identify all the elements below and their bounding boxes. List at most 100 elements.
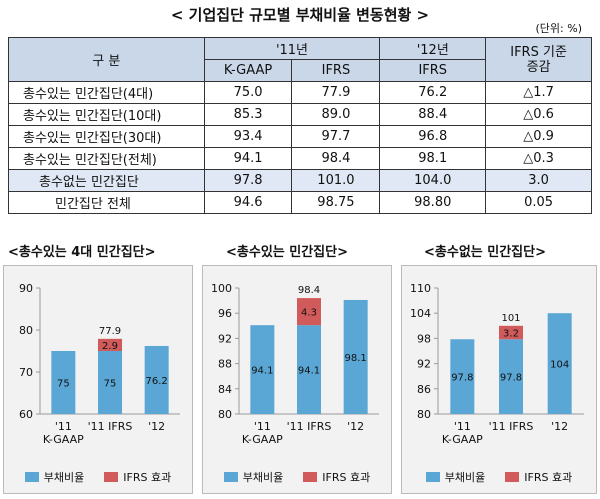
debt-ratio-table: 구 분 '11년 '12년 IFRS 기준 증감 K-GAAP IFRS IFR… bbox=[8, 37, 592, 214]
bar-value-label: 94.1 bbox=[298, 366, 320, 377]
legend-swatch-base bbox=[425, 472, 440, 482]
bar-value-label: 104 bbox=[550, 360, 569, 371]
legend-label-effect: IFRS 효과 bbox=[524, 471, 573, 484]
bar-effect bbox=[499, 325, 523, 340]
subheader-ifrs-2012: IFRS bbox=[379, 59, 487, 82]
bar-base bbox=[51, 351, 76, 414]
cell-ifrs-2012: 98.1 bbox=[379, 147, 487, 170]
x-tick-label: '12 bbox=[551, 420, 568, 433]
x-tick-label: '11 bbox=[454, 420, 471, 433]
x-tick-label: '11 IFRS bbox=[88, 420, 133, 433]
row-label: 총수있는 민간집단(4대) bbox=[8, 81, 205, 104]
chart-title-owned: <총수있는 민간집단> bbox=[226, 245, 348, 260]
cell-kgaap: 97.8 bbox=[203, 169, 293, 192]
row-label: 총수없는 민간집단 bbox=[8, 169, 205, 192]
x-tick-label: '11 IFRS bbox=[287, 420, 332, 433]
cell-ifrs-2012: 98.80 bbox=[379, 191, 487, 214]
header-2011: '11년 bbox=[203, 37, 381, 60]
y-tick-label: 96 bbox=[218, 307, 232, 320]
bar-base bbox=[144, 345, 169, 414]
cell-kgaap: 85.3 bbox=[203, 103, 293, 126]
subheader-kgaap: K-GAAP bbox=[203, 59, 293, 82]
y-tick-label: 98 bbox=[417, 332, 431, 345]
header-change: IFRS 기준 증감 bbox=[485, 37, 592, 82]
y-tick-label: 88 bbox=[218, 358, 232, 371]
cell-change: △0.3 bbox=[485, 147, 592, 170]
table-row: 총수있는 민간집단(전체) 94.1 98.4 98.1 △0.3 bbox=[8, 147, 592, 170]
bar-base bbox=[250, 325, 275, 414]
bar-effect-label: 4.3 bbox=[301, 308, 317, 319]
legend-swatch-effect bbox=[303, 472, 318, 482]
row-label: 민간집단 전체 bbox=[8, 191, 205, 214]
y-tick-label: 86 bbox=[417, 383, 431, 396]
y-tick-label: 80 bbox=[218, 408, 232, 421]
bar-effect-label: 2.9 bbox=[102, 341, 118, 352]
legend-swatch-base bbox=[24, 472, 39, 482]
bar-value-label: 75 bbox=[104, 379, 117, 390]
bar-total-label: 77.9 bbox=[99, 326, 121, 337]
cell-ifrs-2011: 97.7 bbox=[291, 125, 381, 148]
bar-total-label: 98.4 bbox=[298, 285, 320, 296]
cell-kgaap: 94.1 bbox=[203, 147, 293, 170]
cell-ifrs-2012: 88.4 bbox=[379, 103, 487, 126]
legend-label-base: 부채비율 bbox=[242, 471, 284, 484]
y-tick-label: 90 bbox=[19, 282, 33, 295]
x-tick-label: '11 bbox=[254, 420, 271, 433]
y-tick-label: 92 bbox=[417, 358, 431, 371]
cell-ifrs-2012: 96.8 bbox=[379, 125, 487, 148]
x-tick-label: '12 bbox=[347, 420, 364, 433]
cell-ifrs-2011: 98.4 bbox=[291, 147, 381, 170]
y-tick-label: 92 bbox=[218, 332, 232, 345]
chart-legend: 부채비율 IFRS 효과 bbox=[4, 469, 192, 485]
row-label: 총수있는 민간집단(30대) bbox=[8, 125, 205, 148]
chart-legend: 부채비율 IFRS 효과 bbox=[402, 469, 596, 485]
bar-effect bbox=[98, 338, 122, 351]
bar-base bbox=[450, 339, 475, 414]
y-tick-label: 100 bbox=[211, 282, 232, 295]
chart-title-nonowned: <총수없는 민간집단> bbox=[424, 245, 546, 260]
bar-total-label: 101 bbox=[501, 313, 520, 324]
chart-panel-owned: 80 84 88 92 96 100 94.1 '11 K-GAAP 94.1 4.3 98.4 '11… bbox=[202, 265, 392, 494]
page-title: < 기업집단 규모별 부채비율 변동현황 > bbox=[170, 6, 430, 24]
bar-base bbox=[547, 313, 572, 414]
cell-ifrs-2011: 101.0 bbox=[291, 169, 381, 192]
bar-base bbox=[499, 339, 523, 414]
cell-ifrs-2011: 98.75 bbox=[291, 191, 381, 214]
cell-change: △0.6 bbox=[485, 103, 592, 126]
cell-kgaap: 93.4 bbox=[203, 125, 293, 148]
bar-effect bbox=[297, 298, 321, 326]
table-row: 민간집단 전체 94.6 98.75 98.80 0.05 bbox=[8, 191, 592, 214]
bar-base bbox=[297, 325, 321, 414]
bar-base bbox=[343, 299, 368, 414]
cell-change: △0.9 bbox=[485, 125, 592, 148]
cell-ifrs-2012: 104.0 bbox=[379, 169, 487, 192]
x-tick-label: K-GAAP bbox=[442, 433, 483, 446]
bar-chart-nonowned: 80 86 92 98 104 110 97.8 '11K-GAAP 97.8 3.2 101 '11… bbox=[410, 282, 584, 446]
legend-label-base: 부채비율 bbox=[43, 471, 85, 484]
cell-ifrs-2012: 76.2 bbox=[379, 81, 487, 104]
y-tick-label: 60 bbox=[19, 408, 33, 421]
cell-change: 0.05 bbox=[485, 191, 592, 214]
chart-legend: 부채비율 IFRS 효과 bbox=[203, 469, 391, 485]
table-row: 총수있는 민간집단(10대) 85.3 89.0 88.4 △0.6 bbox=[8, 103, 592, 126]
y-tick-label: 80 bbox=[19, 324, 33, 337]
legend-label-base: 부채비율 bbox=[444, 471, 486, 484]
subheader-ifrs-2011: IFRS bbox=[291, 59, 381, 82]
legend-swatch-base bbox=[223, 472, 238, 482]
chart-title-top4: <총수있는 4대 민간집단> bbox=[8, 245, 156, 260]
x-tick-label: '11 bbox=[55, 420, 72, 433]
table-row: 총수있는 민간집단(30대) 93.4 97.7 96.8 △0.9 bbox=[8, 125, 592, 148]
bar-value-label: 97.8 bbox=[451, 373, 473, 384]
x-tick-label: K-GAAP bbox=[43, 433, 84, 446]
y-tick-label: 70 bbox=[19, 366, 33, 379]
chart-panel-nonowned: 80 86 92 98 104 110 97.8 '11 K-GAAP 97.8 3.2 101 '11… bbox=[401, 265, 597, 494]
bar-chart-owned: 80 84 88 92 96 100 94.1 '11K-GAAP 94.1 4.3 98.4 '11… bbox=[211, 282, 379, 446]
bar-value-label: 98.1 bbox=[345, 353, 367, 364]
row-label: 총수있는 민간집단(10대) bbox=[8, 103, 205, 126]
legend-label-effect: IFRS 효과 bbox=[123, 471, 172, 484]
cell-change: 3.0 bbox=[485, 169, 592, 192]
x-tick-label: '12 bbox=[148, 420, 165, 433]
cell-change: △1.7 bbox=[485, 81, 592, 104]
cell-ifrs-2011: 77.9 bbox=[291, 81, 381, 104]
bar-effect-label: 3.2 bbox=[503, 329, 519, 340]
